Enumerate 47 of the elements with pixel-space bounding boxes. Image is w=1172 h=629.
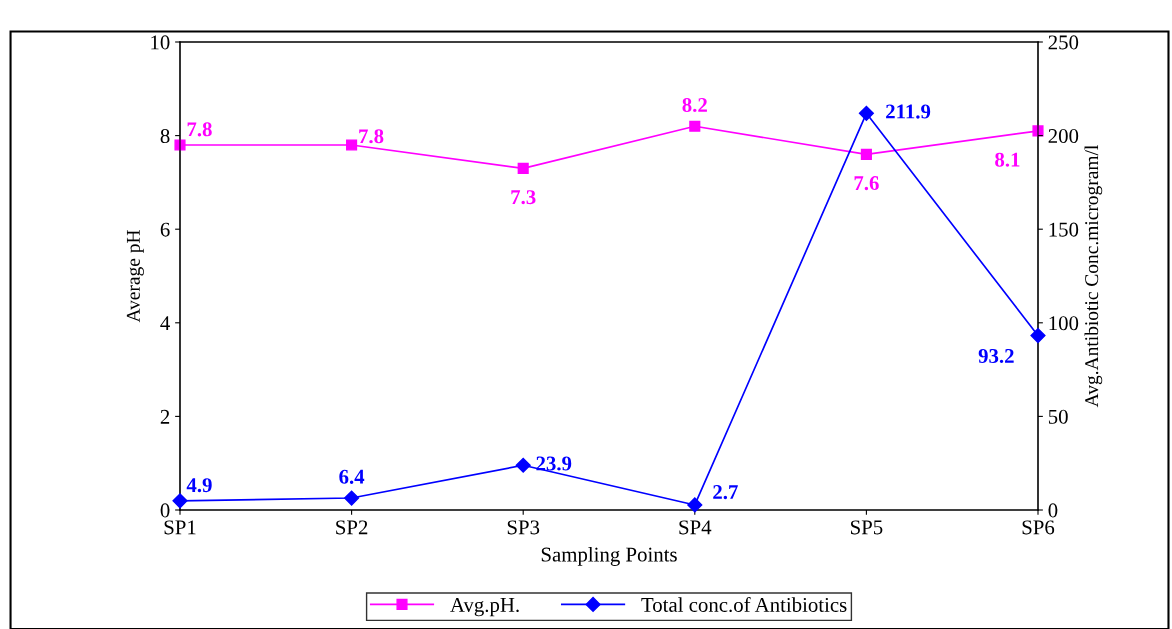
data-label: 93.2 <box>978 348 1014 364</box>
data-label: 7.8 <box>359 129 384 144</box>
x-tick-label: SP1 <box>164 520 196 535</box>
data-label: 7.8 <box>187 122 212 137</box>
y-axis-title: Average pH <box>126 230 144 323</box>
y2-tick-label: 0 <box>1048 503 1058 518</box>
data-label: 4.9 <box>186 478 212 493</box>
point <box>515 457 531 473</box>
data-label: 23.9 <box>536 456 572 471</box>
point <box>687 497 703 513</box>
data-label: 8.1 <box>995 152 1020 167</box>
point <box>1032 125 1044 137</box>
x-tick-label: SP5 <box>851 520 883 535</box>
y2-axis-title: Avg.Antibiotic Conc.microgram/l <box>1084 145 1103 408</box>
point <box>517 162 529 174</box>
y-tick-label: 2 <box>160 409 170 424</box>
y2-tick-label: 200 <box>1048 128 1079 144</box>
point <box>858 105 874 121</box>
y-tick-label: 10 <box>151 35 170 50</box>
point <box>689 120 701 132</box>
x-tick-label: SP3 <box>507 520 540 535</box>
y2-tick-label: 250 <box>1048 35 1079 50</box>
legend-label: Avg.pH. <box>450 597 519 617</box>
y2-tick-label: 100 <box>1049 316 1079 331</box>
point <box>346 139 358 151</box>
data-label: 2.7 <box>713 485 738 500</box>
point <box>344 490 360 506</box>
data-label: 7.3 <box>511 190 536 205</box>
y-tick-label: 8 <box>160 128 170 144</box>
y-tick-label: 4 <box>160 316 170 331</box>
y2-tick-label: 150 <box>1049 222 1079 237</box>
y2-tick-label: 50 <box>1048 409 1068 424</box>
data-label: 8.2 <box>682 97 707 113</box>
y-tick-label: 6 <box>160 222 170 237</box>
point <box>172 493 188 509</box>
x-tick-label: SP6 <box>1022 520 1055 535</box>
x-tick-label: SP4 <box>679 520 712 535</box>
data-label: 211.9 <box>886 104 931 119</box>
point <box>174 139 186 151</box>
x-axis-title: Sampling Points <box>541 546 677 566</box>
point <box>1030 327 1046 344</box>
data-label: 7.6 <box>854 176 879 191</box>
data-label: 6.4 <box>339 469 365 484</box>
legend-label: Total conc.of Antibiotics <box>641 597 847 612</box>
y-tick-label: 0 <box>160 503 170 518</box>
point <box>860 148 872 160</box>
x-tick-label: SP2 <box>336 520 368 535</box>
